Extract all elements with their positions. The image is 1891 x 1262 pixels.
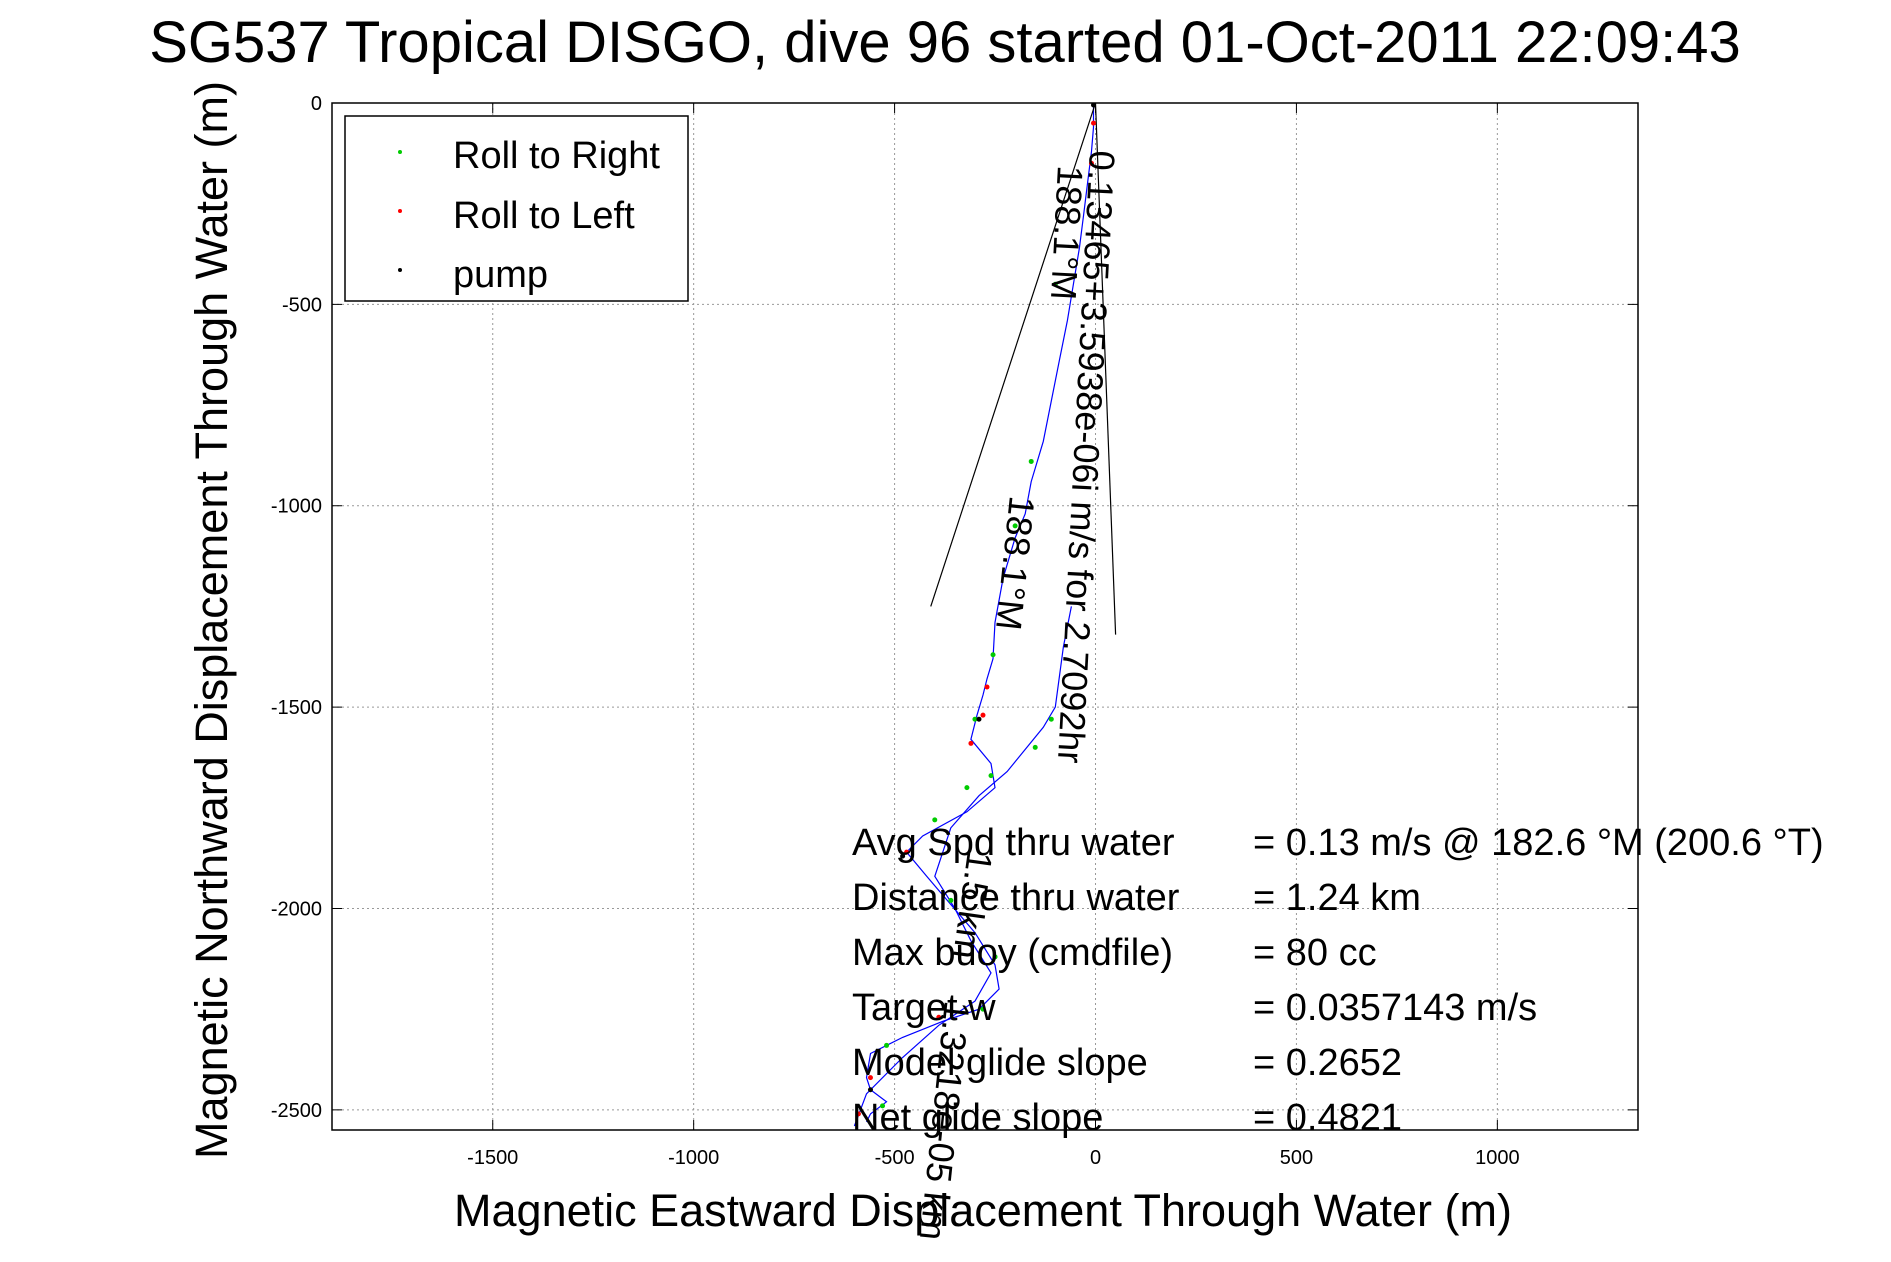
roll-left-point <box>984 684 990 690</box>
roll-left-point <box>1088 160 1094 166</box>
legend-marker-roll-right <box>398 150 402 154</box>
stat-value: = 1.24 km <box>1253 877 1421 919</box>
current-heading-label-2: 188.1°M <box>988 494 1043 632</box>
roll-right-point <box>1052 281 1058 287</box>
dive-track-line <box>865 105 1095 1123</box>
y-tick-label: 0 <box>311 93 322 115</box>
stat-value: = 0.2652 <box>1253 1042 1402 1084</box>
y-tick-label: -1500 <box>271 697 322 719</box>
legend-marker-roll-left <box>398 209 402 213</box>
dive-track <box>853 102 1117 1127</box>
roll-left-point <box>904 849 910 855</box>
dive-stats: Avg Spd thru water = 0.13 m/s @ 182.6 °M … <box>852 822 1824 1139</box>
roll-left-point <box>1090 120 1096 126</box>
roll-right-point <box>972 716 978 722</box>
y-tick-label: -2000 <box>271 898 322 920</box>
stat-label: Avg Spd thru water <box>852 822 1175 864</box>
roll-right-point <box>1032 744 1038 750</box>
stat-label: Model glide slope <box>852 1042 1148 1084</box>
current-vector-line <box>1094 102 1117 635</box>
roll-right-point <box>964 785 970 791</box>
stat-value: = 0.13 m/s @ 182.6 °M (200.6 °T) <box>1253 822 1824 864</box>
roll-and-pump-markers <box>855 102 1096 1117</box>
roll-right-point <box>880 1103 886 1109</box>
stat-label: Max buoy (cmdfile) <box>852 932 1173 974</box>
y-tick-label: -1000 <box>271 496 322 518</box>
x-tick-label: 500 <box>1280 1147 1313 1169</box>
stat-label: Distance thru water <box>852 877 1180 919</box>
pump-point <box>900 853 906 859</box>
x-tick-label: -1000 <box>668 1147 719 1169</box>
x-axis-label: Magnetic Eastward Displacement Through W… <box>454 1185 1512 1236</box>
stat-label: Target w <box>852 987 996 1029</box>
y-axis-label: Magnetic Northward Displacement Through … <box>186 81 237 1159</box>
chart-title: SG537 Tropical DISGO, dive 96 started 01… <box>149 10 1741 75</box>
dive-track-return-line <box>853 606 1072 1127</box>
legend: Roll to Right Roll to Left pump <box>344 115 689 302</box>
y-tick-label: -500 <box>282 294 322 316</box>
pump-point <box>1090 102 1096 108</box>
roll-right-point <box>1028 458 1034 464</box>
legend-marker-pump <box>398 268 402 272</box>
roll-right-point <box>988 773 994 779</box>
plot-frame <box>331 102 1639 1131</box>
roll-left-point <box>855 1111 861 1117</box>
legend-label-pump: pump <box>453 254 548 296</box>
roll-left-point <box>968 740 974 746</box>
roll-right-point <box>884 1042 890 1048</box>
roll-right-point <box>948 897 954 903</box>
pump-point <box>976 716 982 722</box>
axis-ticks: -1500 -1000 -500 0 500 1000 0 -500 -1000 -1500 -20… <box>271 93 1638 1169</box>
roll-right-point <box>1048 716 1054 722</box>
roll-left-point <box>867 1075 873 1081</box>
legend-label-roll-right: Roll to Right <box>453 135 660 177</box>
stat-value: = 80 cc <box>1253 932 1377 974</box>
stat-label: Net glide slope <box>852 1097 1103 1139</box>
roll-right-point <box>980 1006 986 1012</box>
x-tick-label: 0 <box>1090 1147 1101 1169</box>
pump-point <box>867 1087 873 1093</box>
roll-right-point <box>990 652 996 658</box>
x-tick-label: 1000 <box>1475 1147 1520 1169</box>
legend-box <box>344 115 689 302</box>
current-vector-line <box>930 102 1097 607</box>
roll-left-point <box>980 712 986 718</box>
roll-left-point <box>936 1014 942 1020</box>
x-tick-label: -1500 <box>467 1147 518 1169</box>
current-heading-label: 188.1°M <box>1043 165 1091 301</box>
stat-value: = 0.0357143 m/s <box>1253 987 1537 1029</box>
stat-value: = 0.4821 <box>1253 1097 1402 1139</box>
roll-right-point <box>932 817 938 823</box>
y-tick-label: -2500 <box>271 1100 322 1122</box>
legend-label-roll-left: Roll to Left <box>453 195 635 237</box>
grid-lines <box>332 102 1638 1130</box>
roll-right-point <box>1012 523 1018 529</box>
roll-right-point <box>992 954 998 960</box>
x-tick-label: -500 <box>875 1147 915 1169</box>
